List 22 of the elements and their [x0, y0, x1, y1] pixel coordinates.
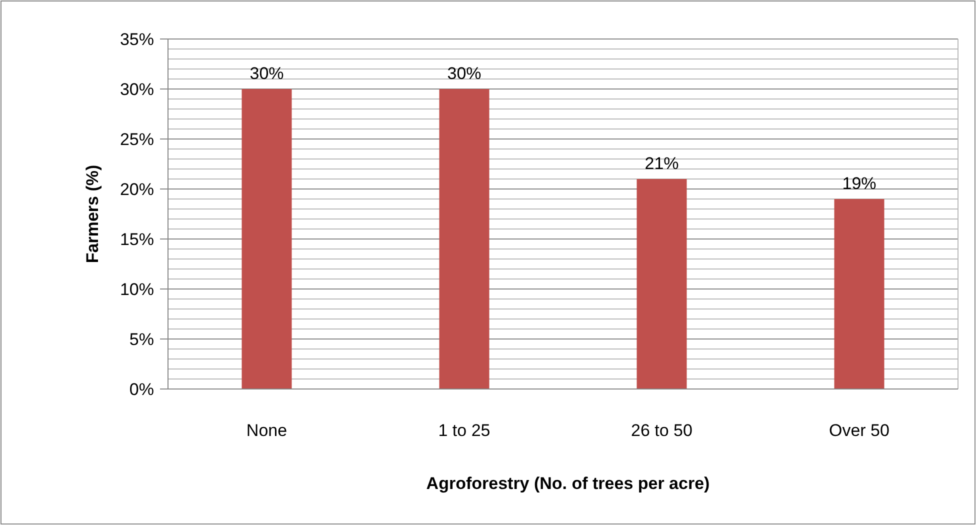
y-tick-label: 20% — [120, 180, 154, 199]
x-tick-label: 26 to 50 — [631, 421, 692, 440]
y-tick-label: 5% — [129, 330, 154, 349]
data-label: 21% — [644, 154, 679, 173]
data-label: 30% — [447, 64, 482, 83]
y-tick-label: 15% — [120, 230, 154, 249]
y-tick-label: 25% — [120, 130, 154, 149]
y-tick-label: 35% — [120, 30, 154, 49]
y-tick-label: 0% — [129, 380, 154, 399]
bar — [242, 89, 292, 389]
data-label: 30% — [250, 64, 284, 83]
bar — [439, 89, 490, 389]
x-axis-title: Agroforestry (No. of trees per acre) — [426, 474, 710, 493]
bar — [636, 179, 687, 389]
x-tick-label: Over 50 — [829, 421, 890, 440]
data-label: 19% — [842, 174, 876, 193]
y-axis-title: Farmers (%) — [83, 164, 102, 264]
y-tick-label: 10% — [120, 280, 154, 299]
x-tick-label: 1 to 25 — [438, 421, 490, 440]
y-tick-label: 30% — [120, 80, 154, 99]
x-tick-label: None — [246, 421, 288, 440]
bar — [834, 199, 884, 389]
